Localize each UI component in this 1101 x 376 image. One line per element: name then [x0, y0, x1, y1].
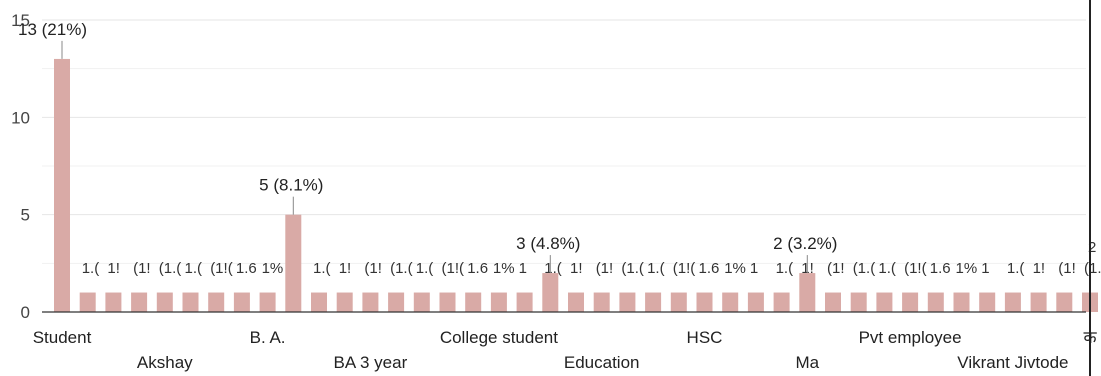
bar: [670, 292, 687, 312]
data-label-small: 1: [750, 260, 758, 277]
data-label-small: 1.(: [313, 260, 331, 277]
data-label-small: 1!: [107, 260, 120, 277]
data-label-small: 1%: [262, 260, 284, 277]
data-label-small: 1.(: [544, 260, 562, 277]
bar: [362, 292, 379, 312]
data-label-small: 1.(: [185, 260, 203, 277]
bar: [619, 292, 636, 312]
data-label-small: 1%: [493, 260, 515, 277]
bar: [336, 292, 353, 312]
data-label-small: (1!: [1058, 260, 1076, 277]
bar: [773, 292, 790, 312]
y-tick-label: 0: [21, 303, 30, 322]
bar: [105, 292, 122, 312]
bar: [259, 292, 276, 312]
data-label-small: (1!: [133, 260, 151, 277]
data-label-small: 1!: [1033, 260, 1046, 277]
bar: [233, 292, 250, 312]
bar: [439, 292, 456, 312]
bar: [747, 292, 764, 312]
data-label-small: (1.(: [621, 260, 644, 277]
data-label: 13 (21%): [18, 20, 87, 39]
data-label-small: 1.(: [416, 260, 434, 277]
x-tick-label: Vikrant Jivtode: [957, 353, 1068, 372]
data-label-small: (1!(: [904, 260, 927, 277]
bar: [1030, 292, 1047, 312]
x-tick-label: BA 3 year: [334, 353, 408, 372]
bar: [156, 292, 173, 312]
bar: [413, 292, 430, 312]
bar: [927, 292, 944, 312]
bar: [1056, 292, 1073, 312]
data-label-small: (1!(: [442, 260, 465, 277]
bar: [568, 292, 584, 312]
bar: [979, 292, 996, 312]
x-tick-label: Education: [564, 353, 640, 372]
bar: [516, 292, 533, 312]
data-label-small: 2: [1088, 239, 1096, 256]
data-label-small: (1!: [596, 260, 614, 277]
bar: [696, 292, 713, 312]
data-label-small: 1.6: [467, 260, 488, 277]
bar: [876, 292, 893, 312]
data-label-small: (1!: [827, 260, 845, 277]
data-label-small: 1.(: [1007, 260, 1025, 277]
bar: [542, 273, 559, 312]
y-tick-label: 5: [21, 206, 30, 225]
data-label: 2 (3.2%): [773, 234, 837, 253]
x-tick-label: Ma: [795, 353, 819, 372]
bar: [182, 292, 199, 312]
bar: [54, 58, 70, 312]
data-label-small: 1.(: [82, 260, 100, 277]
data-label-small: 1.6: [236, 260, 257, 277]
data-label-small: 1!: [339, 260, 352, 277]
bar: [79, 292, 96, 312]
data-label-small: 1!: [570, 260, 583, 277]
data-label-small: 1.(: [776, 260, 794, 277]
data-label-small: 1%: [956, 260, 978, 277]
x-tick-label: Student: [33, 328, 92, 347]
bar: [208, 292, 225, 312]
data-label-small: (1!: [364, 260, 382, 277]
x-tick-label: Pvt employee: [859, 328, 962, 347]
bar: [311, 292, 327, 312]
x-tick-label: B. A.: [250, 328, 286, 347]
bar: [388, 292, 405, 312]
y-tick-label: 10: [11, 108, 30, 127]
x-tick-label: HSC: [687, 328, 723, 347]
bar: [285, 214, 302, 312]
data-label-small: (1.(: [853, 260, 876, 277]
bar: [593, 292, 610, 312]
data-label-small: (1!(: [673, 260, 696, 277]
bar: [645, 292, 662, 312]
data-label-small: (1.(: [159, 260, 182, 277]
data-label-small: 1: [981, 260, 989, 277]
x-tick-label: Akshay: [137, 353, 193, 372]
bar: [953, 292, 970, 312]
bar: [1004, 292, 1021, 312]
data-label-small: (1!(: [210, 260, 233, 277]
x-tick-label: College student: [440, 328, 558, 347]
bar: [825, 292, 841, 312]
data-label-small: (1.(: [1084, 260, 1101, 277]
data-label: 3 (4.8%): [516, 234, 580, 253]
data-label: 5 (8.1%): [259, 176, 323, 195]
bar: [902, 292, 919, 312]
y-tick-label: 15: [11, 11, 30, 30]
bar: [465, 292, 482, 312]
data-label-small: 1: [519, 260, 527, 277]
data-label-small: 1.(: [647, 260, 665, 277]
data-label-small: 1.6: [930, 260, 951, 277]
data-label-small: 1.(: [878, 260, 896, 277]
bar: [850, 292, 867, 312]
bar: [131, 292, 148, 312]
bar: [490, 292, 507, 312]
bar: [722, 292, 739, 312]
data-label-small: 1.6: [699, 260, 720, 277]
data-label-small: (1.(: [390, 260, 413, 277]
bar: [799, 273, 816, 312]
data-label-small: 1%: [724, 260, 746, 277]
